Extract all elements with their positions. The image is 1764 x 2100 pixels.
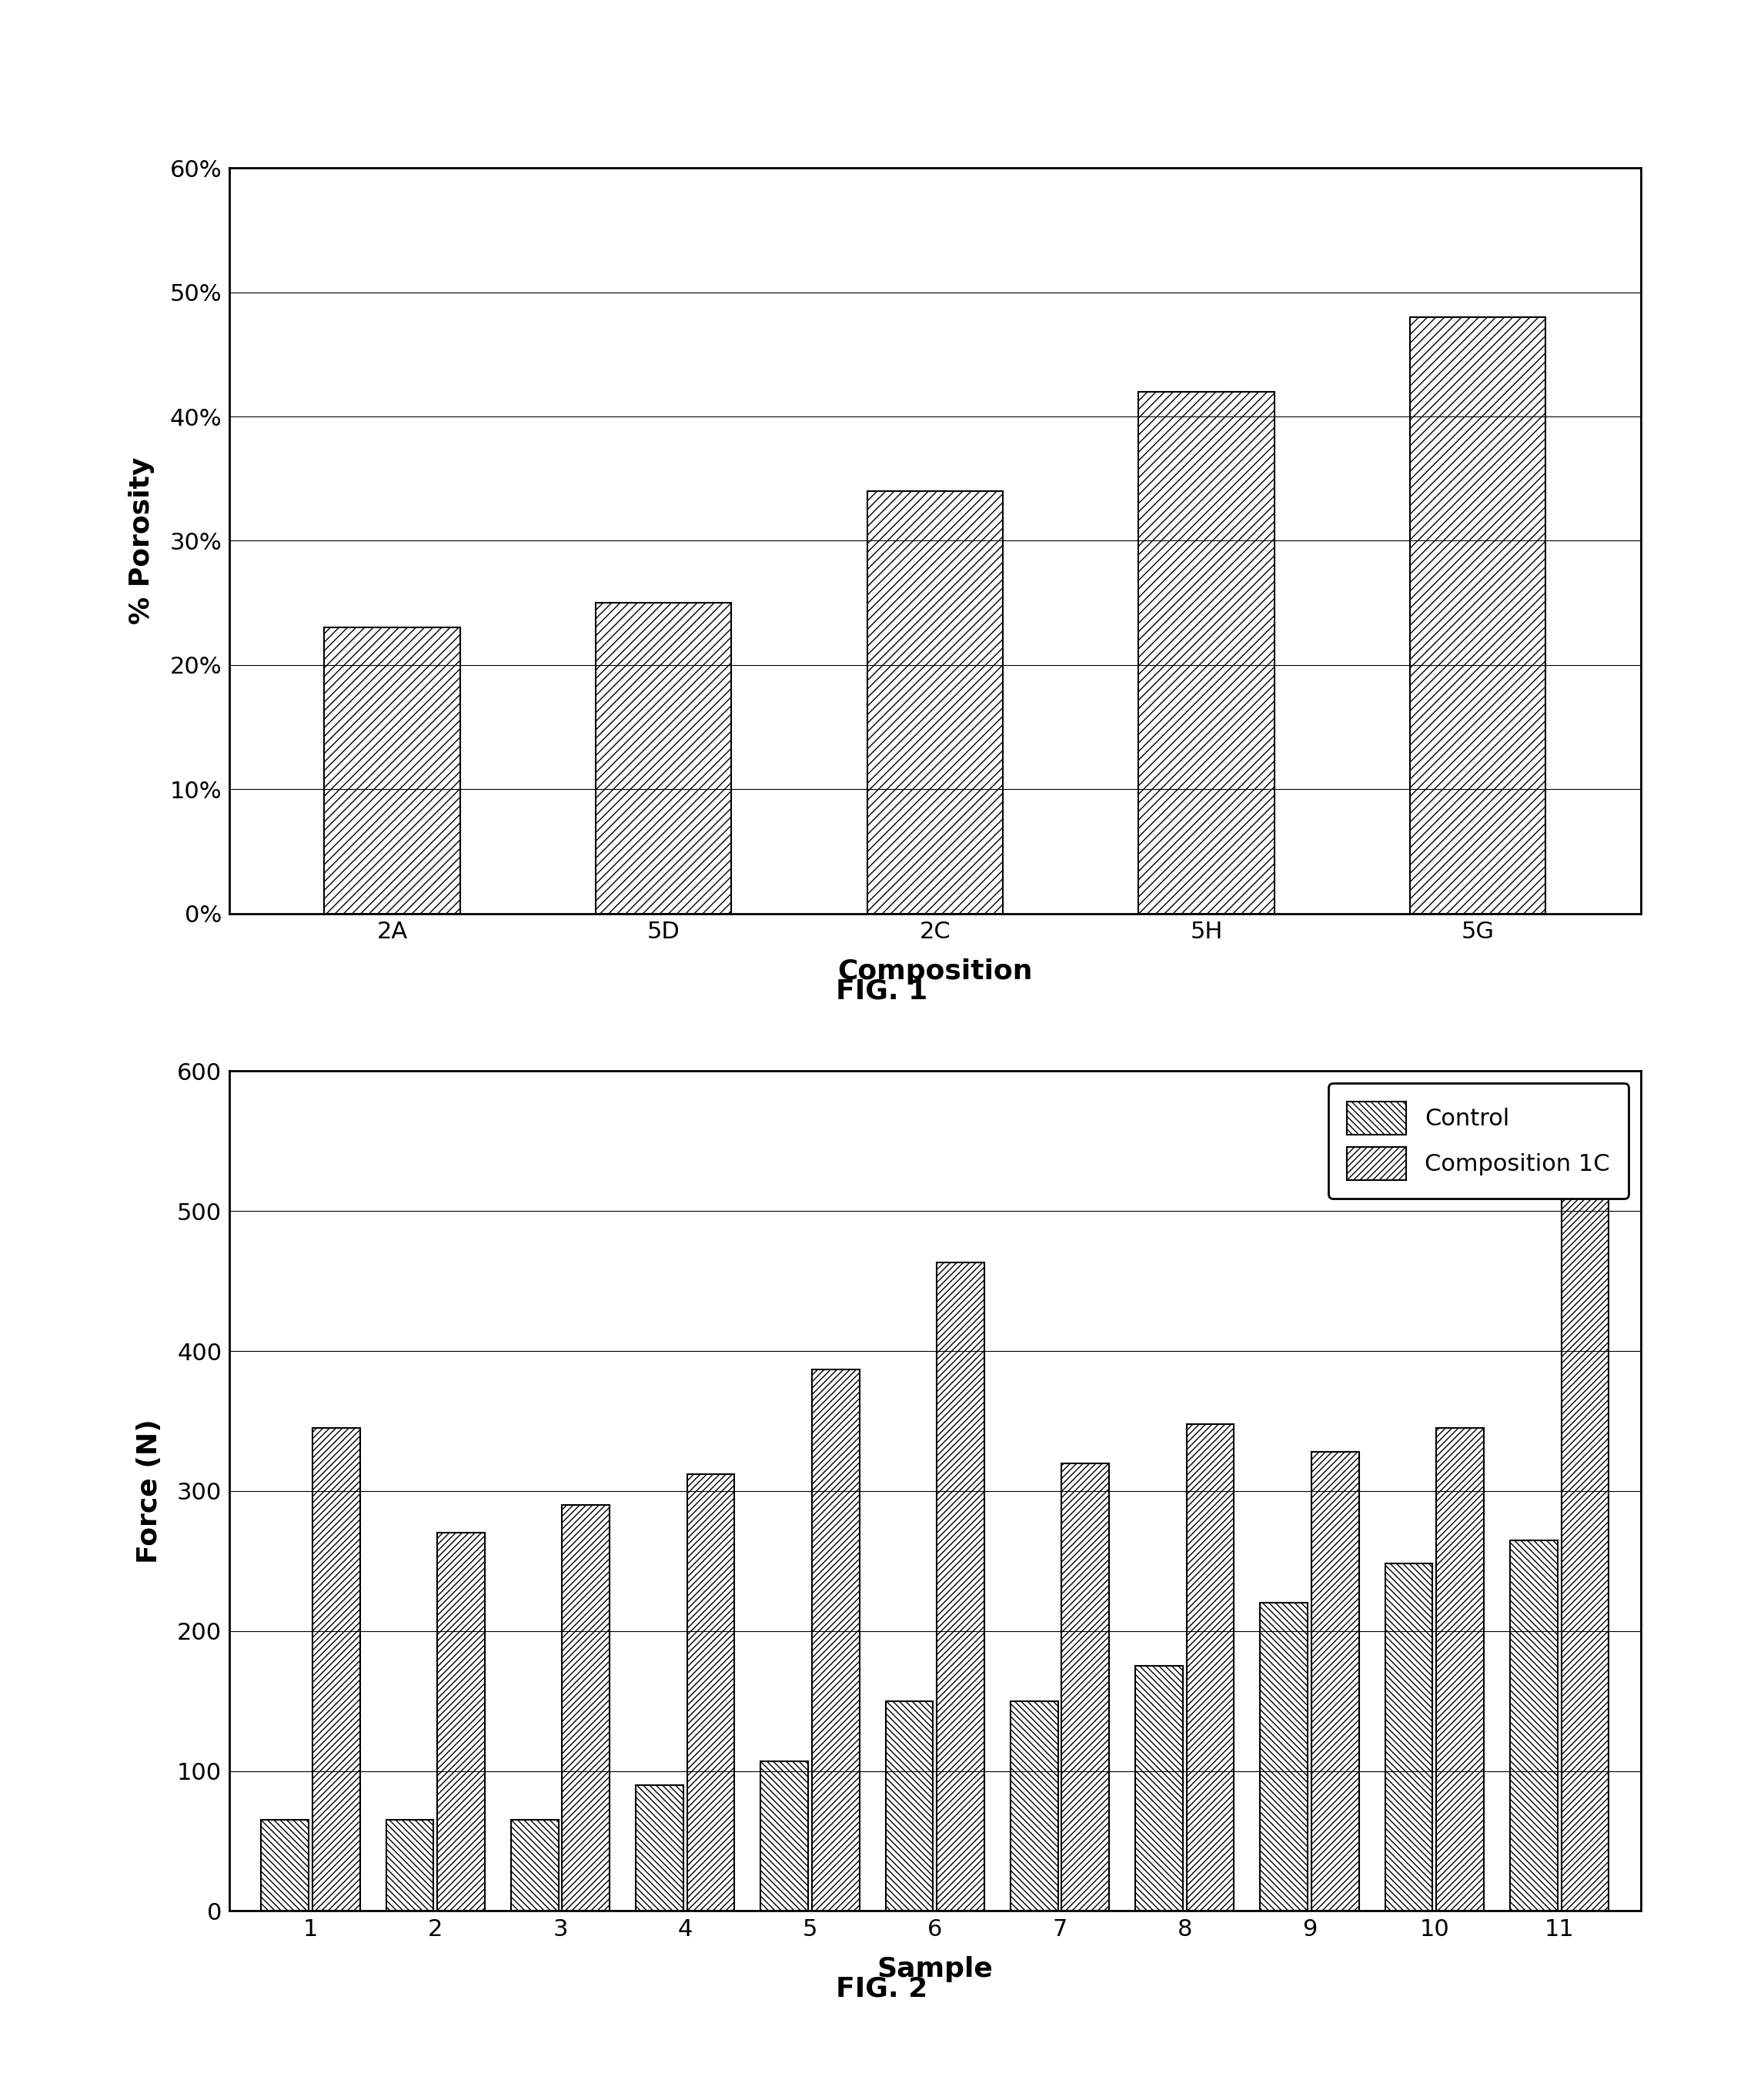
Bar bbox=[386, 1821, 434, 1911]
Bar bbox=[1259, 1602, 1307, 1911]
Bar bbox=[261, 1821, 309, 1911]
Bar bbox=[811, 1369, 859, 1911]
Bar bbox=[512, 1821, 559, 1911]
Text: FIG. 2: FIG. 2 bbox=[836, 1976, 928, 2001]
Bar bbox=[312, 1428, 360, 1911]
Bar bbox=[760, 1762, 808, 1911]
Bar bbox=[1561, 1140, 1609, 1911]
Bar bbox=[686, 1474, 734, 1911]
Text: FIG. 1: FIG. 1 bbox=[836, 979, 928, 1004]
Y-axis label: % Porosity: % Porosity bbox=[129, 458, 155, 624]
Bar bbox=[437, 1533, 485, 1911]
Bar bbox=[1138, 391, 1274, 914]
Bar bbox=[1409, 317, 1545, 914]
Bar bbox=[596, 603, 732, 913]
Bar bbox=[1011, 1701, 1058, 1911]
Bar bbox=[635, 1785, 683, 1911]
Bar bbox=[937, 1262, 984, 1911]
Bar bbox=[1062, 1464, 1110, 1911]
Bar bbox=[1385, 1564, 1432, 1911]
Bar bbox=[325, 628, 460, 913]
Y-axis label: Force (N): Force (N) bbox=[136, 1420, 162, 1562]
X-axis label: Composition: Composition bbox=[838, 958, 1032, 985]
Bar bbox=[1510, 1539, 1558, 1911]
Bar bbox=[868, 491, 1002, 914]
Bar bbox=[1436, 1428, 1484, 1911]
Legend: Control, Composition 1C: Control, Composition 1C bbox=[1328, 1084, 1628, 1199]
Bar bbox=[1187, 1424, 1235, 1911]
Bar bbox=[1136, 1665, 1184, 1911]
X-axis label: Sample: Sample bbox=[877, 1955, 993, 1982]
Bar bbox=[1311, 1451, 1358, 1911]
Bar bbox=[886, 1701, 933, 1911]
Bar bbox=[563, 1506, 610, 1911]
